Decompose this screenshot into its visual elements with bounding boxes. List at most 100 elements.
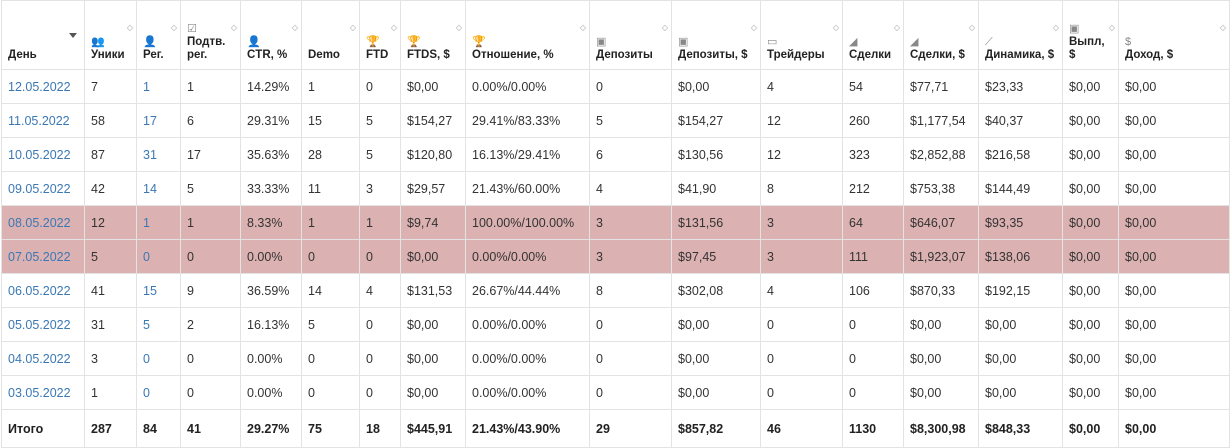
sort-icon[interactable]: ◇ <box>832 23 839 32</box>
table-row: 08.05.2022 12 1 1 8.33% 1 1 $9,74 100.00%/100.00… <box>1 205 1230 240</box>
table-row: 03.05.2022 1 0 0 0.00% 0 0 $0,00 0.00%/0.00% 0 $0,… <box>1 375 1230 410</box>
reg-link[interactable]: 1 <box>143 215 150 230</box>
area-chart-icon: ◢ <box>849 36 858 48</box>
column-header-payouts[interactable]: ▣ Выпл, $ ◇ <box>1062 0 1119 70</box>
column-header-ftd[interactable]: 🏆 FTD ◇ <box>359 0 401 70</box>
column-label: Доход, $ <box>1125 49 1174 61</box>
cell-dynamics: $0,00 <box>978 341 1063 376</box>
cell-income: $0,00 <box>1118 103 1230 138</box>
reg-link[interactable]: 31 <box>143 147 157 162</box>
column-header-income[interactable]: $ Доход, $ ◇ <box>1118 0 1230 70</box>
reg-link[interactable]: 0 <box>143 249 150 264</box>
cell-income: $0,00 <box>1118 239 1230 274</box>
column-header-ctr[interactable]: 👤 CTR, % ◇ <box>240 0 302 70</box>
sort-icon[interactable]: ◇ <box>390 23 397 32</box>
day-link[interactable]: 06.05.2022 <box>8 283 71 298</box>
cell-uniques: 3 <box>84 341 137 376</box>
total-reg: 84 <box>136 409 181 448</box>
cell-confirmed: 5 <box>180 171 241 206</box>
cell-confirmed: 1 <box>180 69 241 104</box>
cell-confirmed: 17 <box>180 137 241 172</box>
reg-link[interactable]: 5 <box>143 317 150 332</box>
cell-reg: 31 <box>136 137 181 172</box>
column-header-ftds[interactable]: 🏆 FTDS, $ ◇ <box>400 0 466 70</box>
sort-icon[interactable]: ◇ <box>291 23 298 32</box>
column-header-deposits_sum[interactable]: ▣ Депозиты, $ ◇ <box>671 0 761 70</box>
column-header-dynamics[interactable]: ⟋ Динамика, $ ◇ <box>978 0 1063 70</box>
column-header-uniques[interactable]: 👥 Уники ◇ <box>84 0 137 70</box>
sort-icon[interactable]: ◇ <box>968 23 975 32</box>
total-deals_sum: $8,300,98 <box>903 409 979 448</box>
sort-icon[interactable]: ◇ <box>170 23 177 32</box>
column-header-confirmed[interactable]: ☑ Подтв. рег. ◇ <box>180 0 241 70</box>
cell-ctr: 36.59% <box>240 273 302 308</box>
day-link[interactable]: 03.05.2022 <box>8 385 71 400</box>
cell-deposits_sum: $154,27 <box>671 103 761 138</box>
cell-payouts: $0,00 <box>1062 103 1119 138</box>
sort-icon[interactable]: ◇ <box>750 23 757 32</box>
day-link[interactable]: 12.05.2022 <box>8 79 71 94</box>
cell-ftd: 5 <box>359 103 401 138</box>
day-link[interactable]: 05.05.2022 <box>8 317 71 332</box>
cell-dynamics: $23,33 <box>978 69 1063 104</box>
cell-dynamics: $0,00 <box>978 375 1063 410</box>
column-header-deals_sum[interactable]: ◢ Сделки, $ ◇ <box>903 0 979 70</box>
sort-icon[interactable]: ◇ <box>455 23 462 32</box>
line-chart-icon: ⟋ <box>985 36 993 48</box>
cell-ctr: 0.00% <box>240 341 302 376</box>
sort-icon[interactable]: ◇ <box>1052 23 1059 32</box>
reg-link[interactable]: 15 <box>143 283 157 298</box>
column-header-ratio[interactable]: 🏆 Отношение, % ◇ <box>465 0 590 70</box>
day-link[interactable]: 09.05.2022 <box>8 181 71 196</box>
column-header-day[interactable]: День <box>1 0 85 70</box>
day-link[interactable]: 07.05.2022 <box>8 249 71 264</box>
column-header-demo[interactable]: Demo ◇ <box>301 0 360 70</box>
column-header-traders[interactable]: ▭ Трейдеры ◇ <box>760 0 843 70</box>
day-link[interactable]: 04.05.2022 <box>8 351 71 366</box>
sort-icon[interactable]: ◇ <box>1108 23 1115 32</box>
sort-icon[interactable]: ◇ <box>579 23 586 32</box>
cell-deposits: 6 <box>589 137 672 172</box>
cell-ftd: 0 <box>359 341 401 376</box>
cell-deals_sum: $77,71 <box>903 69 979 104</box>
cell-day: 04.05.2022 <box>1 341 85 376</box>
total-deposits: 29 <box>589 409 672 448</box>
cell-reg: 0 <box>136 239 181 274</box>
reg-link[interactable]: 14 <box>143 181 157 196</box>
reg-link[interactable]: 0 <box>143 351 150 366</box>
cell-deals_sum: $0,00 <box>903 375 979 410</box>
cell-deposits_sum: $302,08 <box>671 273 761 308</box>
cell-deals_sum: $1,923,07 <box>903 239 979 274</box>
cell-demo: 5 <box>301 307 360 342</box>
reg-link[interactable]: 0 <box>143 385 150 400</box>
reg-link[interactable]: 17 <box>143 113 157 128</box>
sort-icon[interactable]: ◇ <box>1219 23 1226 32</box>
column-header-deals[interactable]: ◢ Сделки ◇ <box>842 0 904 70</box>
sort-icon[interactable]: ◇ <box>230 23 237 32</box>
reg-link[interactable]: 1 <box>143 79 150 94</box>
day-link[interactable]: 11.05.2022 <box>8 113 70 128</box>
column-header-reg[interactable]: 👤 Рег. ◇ <box>136 0 181 70</box>
column-header-deposits[interactable]: ▣ Депозиты ◇ <box>589 0 672 70</box>
cell-ratio: 16.13%/29.41% <box>465 137 590 172</box>
cell-deals: 0 <box>842 341 904 376</box>
cell-day: 12.05.2022 <box>1 69 85 104</box>
day-link[interactable]: 10.05.2022 <box>8 147 71 162</box>
users-icon: 👥 <box>91 36 105 48</box>
cell-demo: 1 <box>301 69 360 104</box>
sort-icon[interactable]: ◇ <box>893 23 900 32</box>
cell-dynamics: $40,37 <box>978 103 1063 138</box>
cell-dynamics: $216,58 <box>978 137 1063 172</box>
sort-icon[interactable]: ◇ <box>126 23 133 32</box>
day-link[interactable]: 08.05.2022 <box>8 215 71 230</box>
column-label: Выпл, $ <box>1069 36 1105 61</box>
sort-desc-icon[interactable] <box>69 33 77 38</box>
cell-deals_sum: $0,00 <box>903 307 979 342</box>
sort-icon[interactable]: ◇ <box>661 23 668 32</box>
sort-icon[interactable]: ◇ <box>349 23 356 32</box>
column-label: Подтв. рег. <box>187 36 226 61</box>
header-row: День 👥 Уники ◇ 👤 Рег. ◇ ☑ Подтв. рег. ◇ 👤 CTR, % ◇ De… <box>1 0 1230 70</box>
user-icon: 👤 <box>247 36 261 48</box>
cell-ctr: 33.33% <box>240 171 302 206</box>
total-ftd: 18 <box>359 409 401 448</box>
